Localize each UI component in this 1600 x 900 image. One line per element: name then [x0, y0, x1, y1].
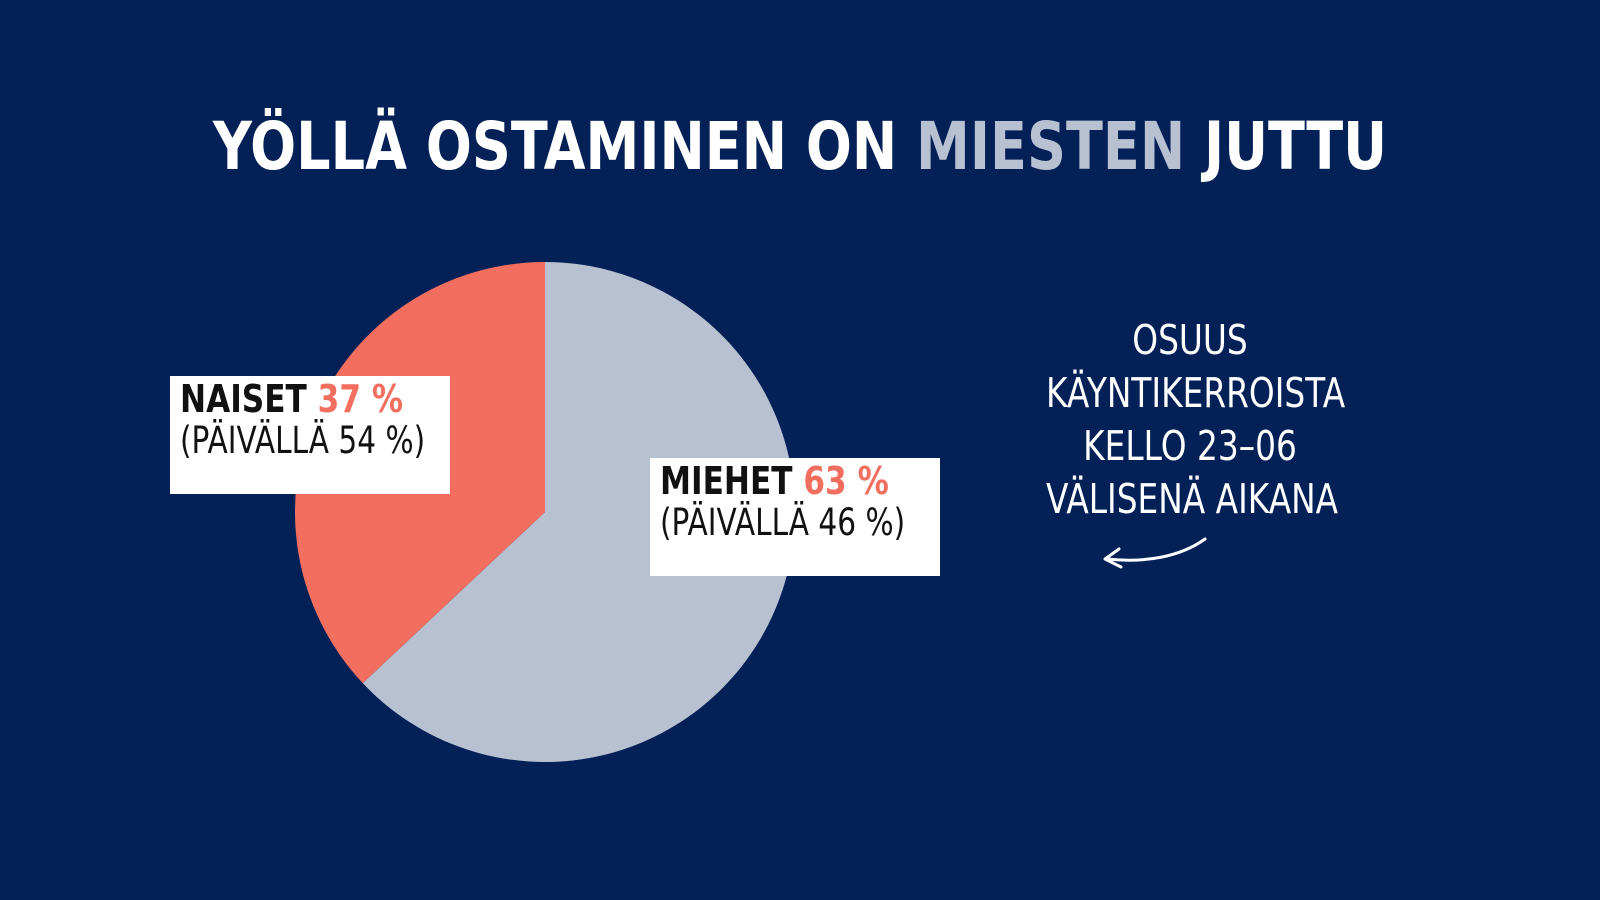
naiset-name: NAISET [180, 377, 307, 421]
pie-slice-miehet [362, 262, 795, 762]
page-title: YÖLLÄ OSTAMINEN ON MIESTEN JUTTU [144, 108, 1456, 185]
note-line-2: KÄYNTIKERROISTA [1046, 369, 1346, 417]
naiset-name-line: NAISET 37 % [180, 377, 404, 421]
miehet-name: MIEHET [660, 459, 793, 503]
naiset-day-share: (PÄIVÄLLÄ 54 %) [180, 418, 426, 462]
miehet-label: MIEHET 63 % (PÄIVÄLLÄ 46 %) [650, 458, 940, 576]
title-part1: YÖLLÄ OSTAMINEN ON [212, 108, 917, 185]
annotation-note: OSUUS KÄYNTIKERROISTA KELLO 23–06 VÄLISE… [1010, 314, 1370, 526]
title-part2: JUTTU [1185, 108, 1388, 185]
naiset-label: NAISET 37 % (PÄIVÄLLÄ 54 %) [170, 376, 450, 494]
miehet-percent: 63 % [803, 459, 889, 503]
note-line-1: OSUUS [1132, 316, 1248, 364]
curved-arrow-left-icon [1103, 537, 1207, 569]
miehet-name-line: MIEHET 63 % [660, 459, 889, 503]
title-highlight: MIESTEN [916, 108, 1186, 185]
naiset-percent: 37 % [317, 377, 404, 421]
note-line-4: VÄLISENÄ AIKANA [1046, 475, 1339, 523]
miehet-day-share: (PÄIVÄLLÄ 46 %) [660, 500, 906, 544]
note-line-3: KELLO 23–06 [1083, 422, 1297, 470]
